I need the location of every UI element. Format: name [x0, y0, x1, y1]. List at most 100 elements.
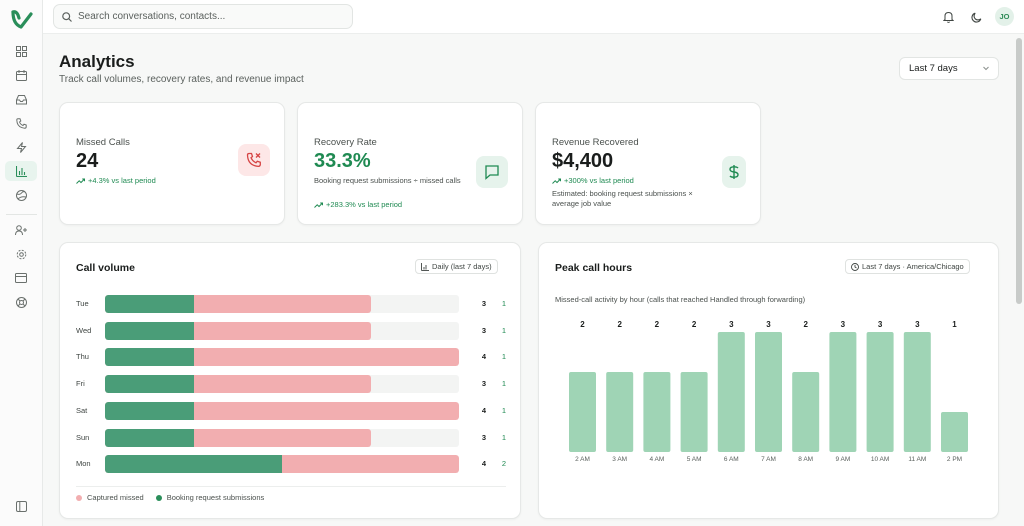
call-volume-row: Thu 4 1 [76, 348, 506, 367]
booked-bar[interactable] [105, 321, 194, 340]
booked-count: 1 [501, 325, 506, 335]
call-volume-day-label: Wed [76, 325, 92, 335]
call-volume-track [105, 321, 459, 340]
legend-swatch-missed [76, 494, 82, 501]
peak-hour-label: 3 AM [612, 456, 627, 463]
date-range-select[interactable]: Last 7 days [899, 57, 999, 80]
peak-bar[interactable] [866, 332, 894, 452]
missed-calls-trend: +4.3% vs last period [76, 176, 156, 185]
revenue-recovered-trend-text: +300% vs last period [564, 176, 634, 185]
booked-bar[interactable] [105, 428, 194, 447]
sidebar-item-inbox[interactable] [13, 91, 29, 107]
inbox-icon [15, 94, 27, 104]
missed-count: 3 [481, 432, 486, 442]
call-volume-period-label: Daily (last 7 days) [432, 262, 492, 271]
peak-bar[interactable] [829, 332, 857, 452]
missed-calls-value: 24 [76, 150, 99, 172]
missed-bar[interactable] [105, 401, 459, 420]
peak-bar[interactable] [680, 372, 708, 452]
globe-icon [15, 189, 27, 201]
clock-icon [851, 262, 859, 271]
sidebar-item-billing[interactable] [13, 270, 29, 286]
call-volume-period-chip[interactable]: Daily (last 7 days) [415, 259, 498, 274]
call-volume-legend: Captured missed Booking request submissi… [76, 493, 264, 502]
missed-count: 3 [481, 325, 486, 335]
missed-calls-card: Missed Calls 24 +4.3% vs last period [59, 102, 285, 225]
missed-call-icon-badge [238, 144, 270, 176]
search-icon [62, 11, 72, 22]
peak-period-label: Last 7 days · America/Chicago [862, 262, 964, 271]
peak-value-label: 2 [580, 320, 585, 329]
sidebar-item-calls[interactable] [13, 115, 29, 131]
peak-value-label: 3 [841, 320, 846, 329]
dollar-icon-badge [722, 156, 746, 188]
call-volume-card: Call volume Daily (last 7 days) Tue 3 1 Wed… [59, 242, 521, 519]
peak-hour-label: 8 AM [798, 456, 813, 463]
peak-hour-label: 7 AM [761, 456, 776, 463]
peak-bar[interactable] [792, 372, 820, 452]
sidebar-item-support[interactable] [13, 294, 29, 310]
call-volume-track [105, 401, 459, 420]
call-volume-day-label: Sat [76, 405, 88, 415]
sidebar-item-dashboard[interactable] [13, 43, 29, 59]
call-volume-row: Sat 4 1 [76, 401, 506, 420]
booked-bar[interactable] [105, 401, 194, 420]
legend-label-booked: Booking request submissions [166, 493, 265, 502]
sidebar-item-analytics[interactable] [5, 161, 37, 181]
peak-value-label: 1 [952, 320, 957, 329]
sidebar-collapse-toggle[interactable] [13, 498, 29, 514]
peak-value-label: 3 [878, 320, 883, 329]
scrollbar[interactable] [1016, 38, 1022, 304]
call-volume-track [105, 295, 459, 313]
call-volume-track [105, 428, 459, 447]
legend-item-missed: Captured missed [76, 493, 144, 502]
booked-count: 1 [501, 432, 506, 442]
call-volume-day-label: Mon [76, 459, 91, 469]
dollar-icon [729, 165, 739, 179]
search-input[interactable]: Search conversations, contacts... [53, 4, 353, 29]
credit-card-icon [15, 273, 27, 283]
logo-icon[interactable] [10, 8, 34, 30]
sidebar-item-team[interactable] [13, 222, 29, 238]
peak-bar[interactable] [569, 372, 596, 452]
peak-period-chip[interactable]: Last 7 days · America/Chicago [845, 259, 970, 274]
lifebuoy-icon [15, 296, 27, 308]
booked-bar[interactable] [105, 348, 194, 367]
notifications-button[interactable] [940, 9, 956, 25]
grid-icon [15, 45, 27, 57]
call-volume-row: Wed 3 1 [76, 321, 506, 340]
call-volume-row: Tue 3 1 [76, 295, 506, 313]
sidebar-item-integrations[interactable] [13, 187, 29, 203]
booked-bar[interactable] [105, 375, 194, 394]
avatar[interactable]: JO [995, 7, 1014, 26]
peak-bar[interactable] [755, 332, 782, 452]
top-bar: Search conversations, contacts... JO [43, 0, 1024, 34]
peak-bar[interactable] [606, 372, 634, 452]
bar-chart-icon [15, 165, 27, 177]
peak-hour-label: 6 AM [724, 456, 739, 463]
theme-toggle-button[interactable] [968, 9, 984, 25]
missed-bar[interactable] [105, 348, 459, 367]
booked-bar[interactable] [105, 455, 282, 474]
sidebar-item-automations[interactable] [13, 139, 29, 155]
gear-icon [16, 249, 26, 259]
sidebar [0, 0, 43, 526]
sidebar-item-calendar[interactable] [13, 67, 29, 83]
peak-bar[interactable] [717, 332, 745, 452]
call-volume-track [105, 375, 459, 394]
peak-value-label: 2 [692, 320, 697, 329]
peak-value-label: 2 [655, 320, 660, 329]
bar-chart-icon [421, 262, 429, 271]
peak-call-hours-title: Peak call hours [555, 262, 633, 274]
peak-call-hours-chart: 2 2 AM 2 3 AM 2 4 AM 2 5 AM 3 6 AM 3 7 AM 2 8 AM 3 9 AM… [569, 320, 968, 463]
missed-calls-label: Missed Calls [76, 137, 130, 148]
peak-bar[interactable] [903, 332, 931, 452]
peak-bar[interactable] [941, 412, 968, 452]
booked-bar[interactable] [105, 295, 194, 313]
peak-description: Missed-call activity by hour (calls that… [555, 295, 806, 304]
peak-bar[interactable] [643, 372, 671, 452]
revenue-recovered-value: $4,400 [552, 150, 614, 172]
legend-label-missed: Captured missed [87, 493, 144, 502]
search-placeholder: Search conversations, contacts... [78, 11, 226, 22]
sidebar-item-settings[interactable] [13, 246, 29, 262]
